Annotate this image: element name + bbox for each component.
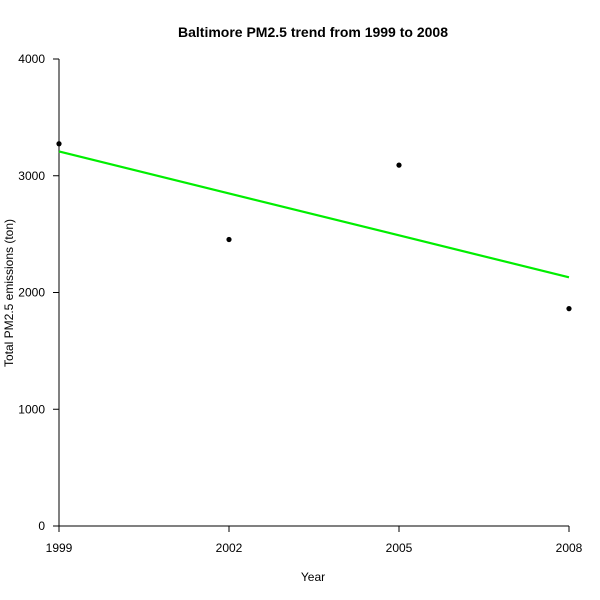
x-tick-label: 1999: [46, 541, 73, 555]
x-tick-label: 2008: [556, 541, 583, 555]
trend-line: [58, 150, 570, 279]
plot-area: [56, 141, 572, 312]
x-axis-label: Year: [301, 570, 325, 584]
chart-title: Baltimore PM2.5 trend from 1999 to 2008: [178, 24, 448, 40]
x-tick-label: 2002: [216, 541, 243, 555]
y-tick-label: 1000: [18, 402, 45, 416]
x-tick-label: 2005: [386, 541, 413, 555]
y-tick-label: 0: [38, 519, 45, 533]
y-tick-label: 4000: [18, 52, 45, 66]
y-axis: 0 1000 2000 3000 4000: [18, 52, 60, 533]
data-point: [226, 236, 232, 243]
y-tick-label: 2000: [18, 286, 45, 300]
data-point: [56, 141, 62, 147]
data-point: [396, 162, 402, 168]
x-axis: 1999 2002 2005 2008: [46, 525, 583, 555]
y-tick-label: 3000: [18, 169, 45, 183]
y-axis-label: Total PM2.5 emissions (ton): [2, 219, 16, 367]
data-point: [566, 306, 572, 312]
